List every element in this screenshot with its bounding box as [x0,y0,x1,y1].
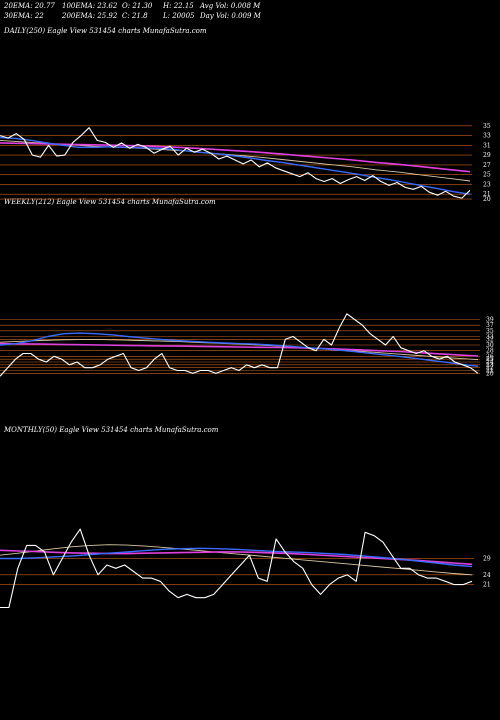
price-line [0,127,471,199]
y-tick-label: 25 [483,172,491,179]
ema-tan-line [0,544,473,576]
y-tick-label: 35 [486,328,494,335]
y-tick-label: 32 [486,336,494,343]
ema20-label: 20EMA: 20.77 [4,2,55,10]
y-tick-label: 31 [483,142,491,149]
y-tick-label: 22 [486,365,494,372]
y-tick-label: 27 [483,162,491,169]
ema-short-blue-line [0,136,471,195]
y-tick-label: 24 [486,359,494,366]
ema-short-blue-line [0,547,473,568]
y-tick-label: 33 [483,133,491,140]
y-tick-label: 20 [483,196,491,203]
daily-panel-title: DAILY(250) Eagle View 531454 charts Muna… [4,27,207,35]
ema30-label: 30EMA: 22 [4,12,44,20]
ema200-label: 200EMA: 25.92 [62,12,118,20]
high-label: H: 22.15 [163,2,194,10]
y-tick-label: 20 [486,370,494,377]
y-tick-label: 25 [486,356,494,363]
low-label: L: 20005 [163,12,195,20]
ema-magenta-line [0,549,473,566]
monthly-panel-title: MONTHLY(50) Eagle View 531454 charts Mun… [4,426,219,434]
y-tick-label: 29 [483,555,491,562]
y-tick-label: 21 [483,582,491,589]
ema-magenta-line [0,142,471,173]
y-tick-label: 23 [483,181,491,188]
y-tick-label: 26 [486,353,494,360]
y-tick-label: 24 [483,572,491,579]
monthly-chart: 29 24 21 [0,528,491,609]
y-tick-label: 37 [486,322,494,329]
ema-magenta-line [0,342,479,357]
open-label: O: 21.30 [122,2,153,10]
weekly-panel-title: WEEKLY(212) Eagle View 531454 charts Mun… [4,198,216,206]
day-vol-label: Day Vol: 0.009 M [200,12,261,20]
price-line [0,313,479,377]
y-tick-label: 33 [486,334,494,341]
close-label: C: 21.8 [122,12,148,20]
ema-short-blue-line [0,332,479,367]
y-tick-label: 23 [486,362,494,369]
avg-vol-label: Avg Vol: 0.008 M [200,2,261,10]
y-tick-label: 35 [483,123,491,130]
ema100-label: 100EMA: 23.62 [62,2,118,10]
y-tick-label: 30 [486,342,494,349]
y-tick-label: 29 [483,152,491,159]
y-tick-label: 21 [486,368,494,375]
y-tick-label: 21 [483,191,491,198]
price-line [0,528,473,609]
y-tick-label: 28 [486,348,494,355]
y-tick-label: 39 [486,317,494,324]
